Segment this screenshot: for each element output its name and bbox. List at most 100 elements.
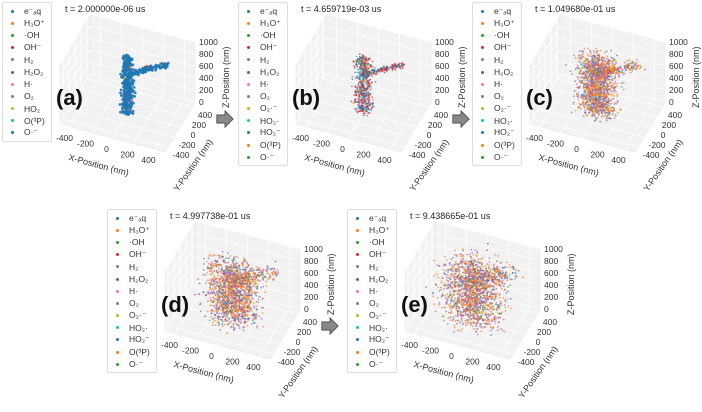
legend-marker: [247, 33, 250, 37]
data-point: [130, 58, 134, 62]
data-point: [255, 313, 258, 316]
data-point: [381, 67, 384, 70]
data-point: [225, 257, 227, 260]
data-point: [580, 79, 583, 82]
data-point: [607, 106, 609, 109]
data-point: [578, 79, 581, 82]
data-point: [592, 100, 595, 103]
data-point: [377, 70, 379, 73]
data-point: [574, 56, 577, 59]
data-point: [233, 274, 236, 277]
data-point: [357, 88, 359, 91]
data-point: [594, 112, 596, 115]
data-point: [597, 92, 600, 95]
data-point: [576, 86, 578, 89]
data-point: [582, 103, 585, 105]
data-point: [599, 96, 601, 99]
data-point: [253, 306, 256, 309]
data-point: [591, 115, 593, 117]
data-point: [230, 281, 233, 283]
legend-label: e⁻ₐq: [260, 5, 278, 16]
data-point: [453, 324, 456, 327]
z-gridline: [529, 13, 561, 65]
data-point: [354, 107, 357, 110]
data-point: [244, 266, 247, 269]
data-point: [255, 317, 257, 320]
data-point: [238, 278, 241, 281]
data-point: [252, 285, 255, 288]
data-point: [252, 272, 255, 274]
z-gridline: [164, 280, 196, 332]
data-point: [230, 312, 233, 314]
data-point: [594, 107, 597, 110]
data-point: [365, 109, 367, 112]
data-point: [570, 111, 573, 114]
data-point: [216, 260, 218, 262]
legend-item: O₂·⁻: [239, 103, 287, 115]
data-point: [250, 281, 252, 284]
data-point: [235, 265, 238, 268]
legend-label: ·OH: [260, 30, 276, 41]
data-point: [246, 262, 249, 265]
data-point: [629, 67, 631, 70]
data-point: [599, 73, 602, 76]
data-point: [598, 75, 600, 77]
z-gridline: [59, 49, 91, 101]
panel-title: t = 4.659719e-03 us: [301, 4, 382, 14]
data-point: [231, 261, 234, 264]
data-point: [362, 110, 365, 113]
data-point: [255, 291, 258, 294]
data-point: [611, 79, 614, 82]
data-point: [589, 51, 592, 53]
data-point: [607, 88, 610, 91]
data-point: [213, 291, 215, 293]
data-point: [581, 81, 583, 83]
data-point: [198, 282, 201, 285]
data-point: [588, 78, 591, 81]
data-point: [578, 60, 580, 63]
data-point: [585, 70, 587, 73]
data-point: [233, 293, 236, 296]
data-point: [239, 285, 242, 287]
data-point: [359, 96, 361, 99]
data-point: [252, 318, 255, 320]
x-tick-label: -200: [182, 345, 199, 355]
data-point: [365, 72, 368, 75]
data-point: [241, 263, 244, 265]
data-point: [351, 85, 353, 88]
data-point: [368, 93, 370, 96]
data-point: [269, 268, 272, 271]
data-point: [247, 272, 250, 275]
data-point: [248, 293, 251, 296]
data-point: [577, 78, 579, 80]
data-point: [235, 291, 238, 294]
data-point: [235, 294, 238, 297]
data-point: [582, 64, 585, 67]
right-arrow-icon: [321, 317, 339, 335]
data-point: [368, 74, 371, 76]
data-point: [357, 104, 359, 106]
data-point: [367, 95, 370, 98]
data-point: [360, 90, 363, 93]
legend-marker: [481, 94, 484, 98]
data-point: [125, 93, 129, 97]
y-tick-label: 400: [668, 110, 682, 120]
data-point: [596, 112, 598, 114]
data-point: [605, 57, 608, 60]
panel-label: (d): [161, 292, 190, 317]
data-point: [227, 306, 230, 308]
legend: e⁻ₐq H₃O⁺ ·OH OH⁻ H₂ H₂O₂ H· O₂ O₂·⁻ HO₂· HO₂⁻ O(³P…: [472, 2, 522, 167]
data-point: [355, 61, 358, 63]
legend-item: O₂: [108, 297, 156, 309]
data-point: [122, 102, 126, 105]
data-point: [602, 97, 605, 100]
data-point: [211, 318, 214, 321]
data-point: [234, 270, 237, 273]
z-tick-label: 200: [199, 85, 213, 95]
data-point: [612, 90, 614, 92]
data-point: [230, 263, 232, 266]
data-point: [206, 267, 209, 270]
data-point: [582, 86, 585, 89]
data-point: [211, 255, 214, 257]
data-point: [610, 94, 613, 97]
